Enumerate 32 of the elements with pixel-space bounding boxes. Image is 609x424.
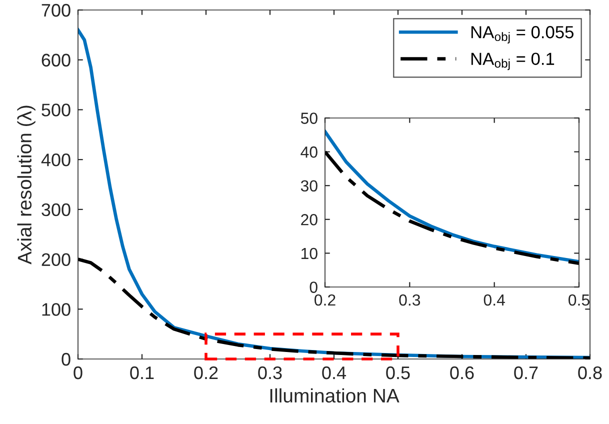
y-tick-label: 300 [42, 203, 70, 216]
legend-label: NA$_{obj}$ = 0.1 [471, 52, 554, 70]
x-tick-label: 0.5 [568, 294, 590, 306]
y-tick-label: 400 [41, 154, 70, 166]
y-tick-label: 100 [42, 303, 70, 316]
y-tick-label: 20 [301, 214, 318, 226]
x-tick-label: 0.2 [194, 366, 218, 380]
y-tick-label: 500 [42, 104, 70, 116]
x-tick-label: 0.8 [578, 366, 602, 380]
line-series [325, 150, 579, 266]
x-tick-label: 0.4 [322, 366, 346, 380]
x-tick-label: 0.4 [484, 294, 505, 306]
x-tick-label: 0.3 [399, 294, 420, 306]
y-tick-label: 40 [300, 146, 318, 158]
y-tick-label: 30 [300, 180, 318, 192]
y-tick-label: 600 [42, 54, 70, 67]
y-axis-title: Axial resolution (λ) [17, 106, 36, 264]
x-tick-label: 0.1 [130, 366, 154, 380]
y-tick-label: 0 [310, 282, 318, 293]
legend-label: NA$_{obj}$ = 0.055 [471, 26, 574, 44]
x-tick-label: 0 [74, 366, 82, 380]
x-tick-label: 0.5 [386, 366, 410, 380]
x-tick-label: 0.3 [258, 366, 282, 380]
y-tick-label: 700 [42, 4, 70, 17]
y-tick-label: 200 [42, 253, 70, 266]
y-tick-label: 10 [302, 248, 318, 260]
x-tick-label: 0.6 [450, 366, 474, 380]
x-tick-label: 0.7 [514, 366, 538, 380]
y-tick-label: 0 [62, 352, 70, 366]
x-axis-title: Illumination NA [270, 388, 400, 403]
x-tick-label: 0.2 [314, 294, 336, 306]
y-tick-label: 50 [300, 112, 318, 124]
